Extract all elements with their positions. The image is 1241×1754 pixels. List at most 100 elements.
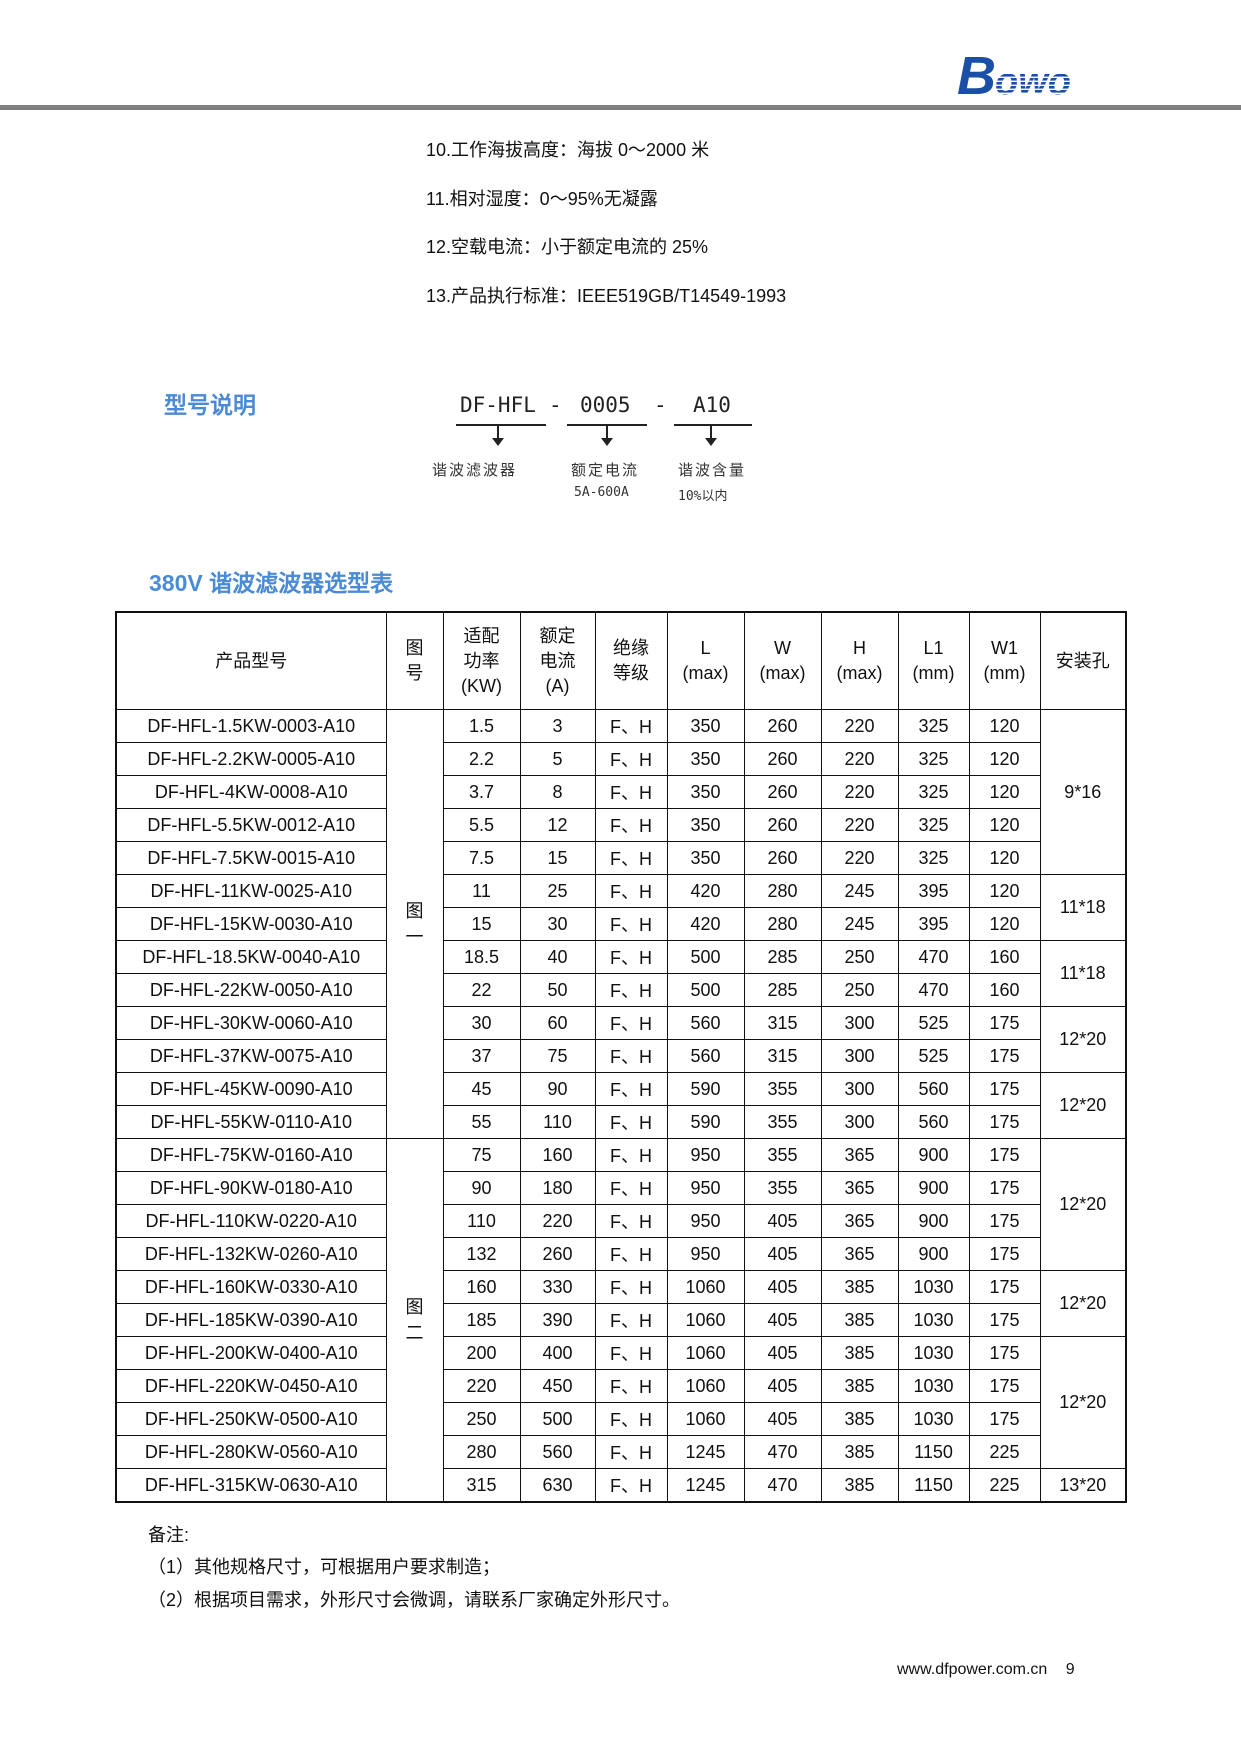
power-cell: 220: [442, 1369, 521, 1403]
model-cell: DF-HFL-185KW-0390-A10: [115, 1303, 387, 1337]
arrow-down-icon: [601, 426, 613, 446]
current-cell: 60: [519, 1006, 596, 1040]
header-cell: 图号: [385, 611, 444, 710]
insulation-cell: F、H: [594, 1204, 668, 1238]
current-cell: 8: [519, 775, 596, 809]
table-row: DF-HFL-15KW-0030-A10 15 30 F、H 420 280 245 395 1…: [115, 907, 1126, 941]
l1-cell: 560: [897, 1072, 970, 1106]
header-cell: W (max): [743, 611, 822, 710]
header-text: 绝缘等级: [613, 638, 649, 683]
current-cell: 260: [519, 1237, 596, 1271]
footer-url: www.dfpower.com.cn: [897, 1661, 1048, 1678]
h-cell: 385: [820, 1270, 899, 1304]
header-line: 安装孔: [1055, 650, 1110, 671]
power-cell: 250: [442, 1402, 521, 1436]
w-cell: 405: [743, 1369, 822, 1403]
l1-cell: 1030: [897, 1369, 970, 1403]
w-cell: 355: [743, 1105, 822, 1139]
model-cell: DF-HFL-45KW-0090-A10: [115, 1072, 387, 1106]
l1-cell: 1030: [897, 1336, 970, 1370]
selection-table: 产品型号图号适配 功率 (KW) 额定电流(A) 绝缘等级 L (max) W (max) H (m…: [115, 611, 1127, 1503]
spec-altitude: 10.工作海拔高度：海拔 0～2000 米: [426, 140, 710, 160]
current-cell: 630: [519, 1468, 596, 1503]
power-cell: 18.5: [442, 940, 521, 974]
header-cell: W1 (mm): [968, 611, 1041, 710]
w1-cell: 120: [968, 742, 1041, 776]
w-cell: 260: [743, 808, 822, 842]
l1-cell: 470: [897, 973, 970, 1007]
power-cell: 90: [442, 1171, 521, 1205]
header-line: (max): [836, 663, 883, 683]
figure-line: 图: [405, 1297, 424, 1317]
current-cell: 30: [519, 907, 596, 941]
l1-cell: 395: [897, 874, 970, 908]
current-cell: 110: [519, 1105, 596, 1139]
code-part-series: DF-HFL: [460, 393, 536, 417]
arrow-down-icon: [492, 426, 504, 446]
w1-cell: 120: [968, 841, 1041, 875]
power-cell: 1.5: [442, 709, 521, 743]
power-cell: 75: [442, 1138, 521, 1172]
model-cell: DF-HFL-280KW-0560-A10: [115, 1435, 387, 1469]
h-cell: 220: [820, 841, 899, 875]
header-line: W: [774, 638, 791, 658]
table-row: DF-HFL-30KW-0060-A10 30 60 F、H 560 315 300 525 1…: [115, 1006, 1127, 1073]
w1-cell: 175: [968, 1204, 1041, 1238]
l1-cell: 1030: [897, 1402, 970, 1436]
w-cell: 260: [743, 775, 822, 809]
header-cell: 绝缘等级: [594, 611, 668, 710]
mounting-hole-cell: 12*20: [1039, 1072, 1127, 1139]
header-line: 号: [405, 663, 424, 683]
w-cell: 280: [743, 907, 822, 941]
l-cell: 1060: [666, 1402, 745, 1436]
table-row: DF-HFL-75KW-0160-A10 图二 75 160 F、H 950 355 365 9…: [115, 1138, 1127, 1503]
power-cell: 15: [442, 907, 521, 941]
power-cell: 3.7: [442, 775, 521, 809]
l1-cell: 1030: [897, 1270, 970, 1304]
code-part-harmonic: A10: [693, 393, 731, 417]
model-cell: DF-HFL-110KW-0220-A10: [115, 1204, 387, 1238]
h-cell: 220: [820, 742, 899, 776]
l-cell: 950: [666, 1237, 745, 1271]
model-cell: DF-HFL-1.5KW-0003-A10: [115, 709, 387, 743]
l1-cell: 900: [897, 1171, 970, 1205]
table-row: DF-HFL-22KW-0050-A10 22 50 F、H 500 285 250 470 1…: [115, 973, 1126, 1007]
w1-cell: 160: [968, 973, 1041, 1007]
mounting-hole-cell: 11*18: [1039, 940, 1127, 1007]
l1-cell: 395: [897, 907, 970, 941]
mounting-hole-cell: 13*20: [1039, 1468, 1127, 1503]
l-cell: 1060: [666, 1303, 745, 1337]
current-cell: 3: [519, 709, 596, 743]
code-dash: -: [654, 393, 667, 417]
header-rule: [0, 105, 1241, 110]
header-line: 图: [405, 638, 424, 658]
insulation-cell: F、H: [594, 874, 668, 908]
arrow-down-icon: [705, 426, 717, 446]
w-cell: 405: [743, 1237, 822, 1271]
model-cell: DF-HFL-132KW-0260-A10: [115, 1237, 387, 1271]
table-row: DF-HFL-11KW-0025-A10 11 25 F、H 420 280 245 395 1…: [115, 874, 1127, 941]
w1-cell: 175: [968, 1303, 1041, 1337]
model-cell: DF-HFL-37KW-0075-A10: [115, 1039, 387, 1073]
l1-cell: 325: [897, 775, 970, 809]
model-cell: DF-HFL-250KW-0500-A10: [115, 1402, 387, 1436]
footer: www.dfpower.com.cn 9: [897, 1661, 1075, 1679]
w-cell: 315: [743, 1006, 822, 1040]
model-cell: DF-HFL-220KW-0450-A10: [115, 1369, 387, 1403]
figure-line: 一: [405, 927, 424, 947]
note-item: （1）其他规格尺寸，可根据用户要求制造；: [148, 1557, 501, 1577]
table-row: DF-HFL-132KW-0260-A10 132 260 F、H 950 405 365 9…: [115, 1237, 1126, 1271]
insulation-cell: F、H: [594, 1402, 668, 1436]
insulation-cell: F、H: [594, 1138, 668, 1172]
current-cell: 180: [519, 1171, 596, 1205]
figure-cell: 图一: [385, 709, 444, 1139]
power-cell: 315: [442, 1468, 521, 1503]
h-cell: 300: [820, 1006, 899, 1040]
table-row: DF-HFL-2.2KW-0005-A10 2.2 5 F、H 350 260 220 325…: [115, 742, 1126, 776]
svg-text:owo: owo: [995, 61, 1071, 100]
w1-cell: 175: [968, 1402, 1041, 1436]
l1-cell: 470: [897, 940, 970, 974]
current-cell: 400: [519, 1336, 596, 1370]
header-line: L1: [923, 638, 944, 658]
w1-cell: 175: [968, 1138, 1041, 1172]
